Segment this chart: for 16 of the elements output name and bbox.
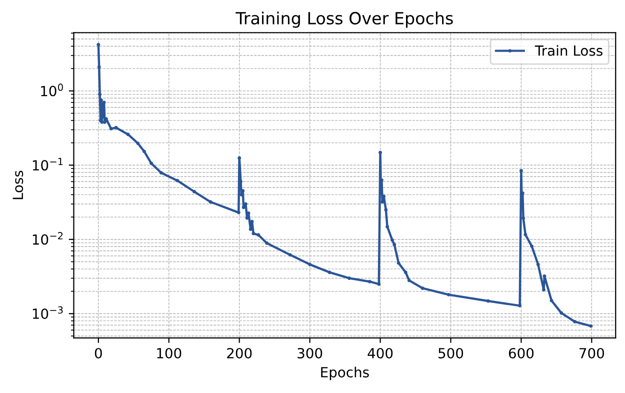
x-tick-label: 0	[94, 348, 102, 358]
y-tick-label: 10$^{−1}$	[32, 158, 63, 171]
x-tick-label: 500	[438, 348, 464, 358]
x-tick-label: 200	[227, 348, 252, 358]
x-tick-label: 300	[298, 348, 322, 358]
x-tick-label: 400	[368, 348, 393, 358]
y-tick-label: 10$^{−2}$	[32, 232, 63, 245]
legend-label: Train Loss	[534, 45, 602, 56]
x-tick-label: 700	[580, 348, 604, 358]
y-axis-title: Loss	[12, 170, 24, 200]
chart-title: Training Loss Over Epochs	[236, 12, 453, 28]
x-tick-label: 600	[508, 348, 534, 358]
y-tick-label: 10$^{0}$	[41, 84, 63, 96]
x-tick-label: 100	[157, 348, 182, 358]
x-axis-title: Epochs	[321, 366, 369, 380]
y-tick-label: 10$^{−3}$	[32, 306, 63, 320]
